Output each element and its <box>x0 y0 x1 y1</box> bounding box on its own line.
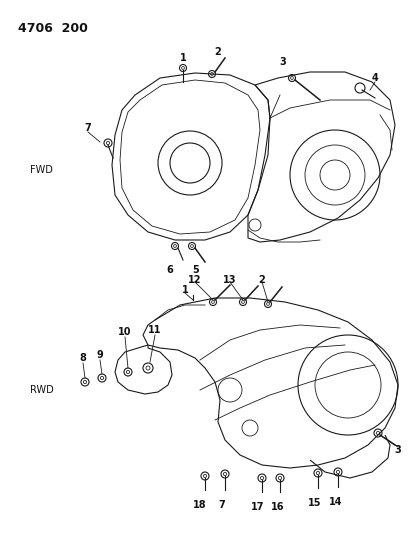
Text: 15: 15 <box>308 498 321 508</box>
Text: 12: 12 <box>188 275 201 285</box>
Text: 10: 10 <box>118 327 131 337</box>
Text: 7: 7 <box>84 123 91 133</box>
Text: 14: 14 <box>328 497 342 507</box>
Text: 8: 8 <box>79 353 86 363</box>
Text: 17: 17 <box>251 502 264 512</box>
Text: 9: 9 <box>97 350 103 360</box>
Text: 2: 2 <box>258 275 265 285</box>
Text: 13: 13 <box>223 275 236 285</box>
Text: 3: 3 <box>279 57 285 67</box>
Text: 1: 1 <box>179 53 186 63</box>
Text: 5: 5 <box>192 265 199 275</box>
Text: FWD: FWD <box>30 165 53 175</box>
Text: 1: 1 <box>181 285 188 295</box>
Text: RWD: RWD <box>30 385 54 395</box>
Text: 6: 6 <box>166 265 173 275</box>
Text: 11: 11 <box>148 325 162 335</box>
Text: 4706  200: 4706 200 <box>18 22 88 35</box>
Text: 18: 18 <box>193 500 206 510</box>
Text: 4: 4 <box>371 73 378 83</box>
Text: 16: 16 <box>271 502 284 512</box>
Text: 3: 3 <box>393 445 400 455</box>
Text: 7: 7 <box>218 500 225 510</box>
Text: 2: 2 <box>214 47 221 57</box>
